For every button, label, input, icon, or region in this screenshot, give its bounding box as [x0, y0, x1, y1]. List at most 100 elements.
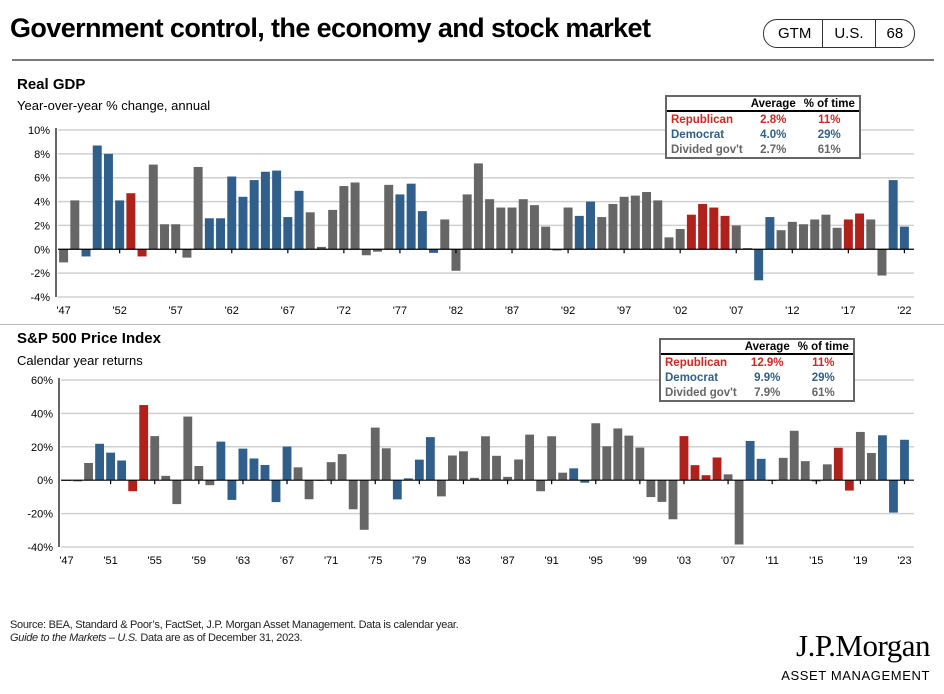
guide-title: Guide to the Markets – U.S. — [10, 632, 138, 644]
x-tick-label: '99 — [633, 555, 647, 567]
bar — [373, 249, 382, 252]
x-tick-label: '17 — [841, 305, 855, 317]
bar — [337, 454, 347, 481]
bar — [563, 207, 573, 250]
y-tick-label: 2% — [34, 220, 50, 232]
bar — [675, 229, 685, 250]
bar — [668, 480, 678, 520]
legend-row-divided: Divided gov't 7.9% 61% — [665, 387, 835, 399]
bar — [690, 465, 700, 481]
legend-row-republican: Republican 2.8% 11% — [671, 114, 841, 126]
bar — [70, 200, 80, 250]
bar — [866, 452, 876, 481]
y-tick-label: 0% — [34, 244, 50, 256]
bar — [642, 192, 652, 250]
x-tick-label: '15 — [809, 555, 823, 567]
legend-row-republican: Republican 12.9% 11% — [665, 357, 835, 369]
x-tick-label: '97 — [617, 305, 631, 317]
bar — [316, 246, 326, 250]
sp500-legend: Average% of time Republican 12.9% 11% Demo… — [659, 338, 855, 402]
bar — [194, 466, 204, 481]
badge-region: U.S. — [822, 20, 874, 47]
bar — [525, 434, 535, 481]
bar — [417, 211, 427, 250]
bar — [470, 477, 479, 481]
bar — [216, 218, 226, 250]
as-of-text: Data are as of December 31, 2023. — [137, 632, 303, 644]
y-tick-label: -2% — [30, 268, 50, 280]
x-tick-label: '67 — [280, 555, 294, 567]
bar — [624, 435, 634, 481]
bar — [507, 207, 517, 250]
bar — [205, 480, 215, 486]
legend-row-divided: Divided gov't 2.7% 61% — [671, 144, 841, 156]
bar — [182, 249, 192, 258]
source-text: Source: BEA, Standard & Poor’s, FactSet,… — [10, 619, 459, 631]
x-tick-label: '82 — [449, 305, 463, 317]
bar — [723, 474, 733, 481]
badge-gtm: GTM — [778, 25, 812, 42]
bar — [485, 199, 495, 250]
x-tick-label: '55 — [148, 555, 162, 567]
x-tick-label: '12 — [785, 305, 799, 317]
x-tick-label: '87 — [500, 555, 514, 567]
legend-row-democrat: Democrat 4.0% 29% — [671, 129, 841, 141]
bar — [635, 447, 645, 481]
bar — [756, 458, 766, 481]
bar — [529, 205, 539, 250]
bar — [171, 224, 181, 250]
bar — [139, 405, 149, 481]
bar — [451, 249, 461, 271]
page-title: Government control, the economy and stoc… — [10, 13, 651, 43]
bar — [238, 448, 248, 481]
x-tick-label: '22 — [897, 305, 911, 317]
x-tick-label: '72 — [337, 305, 351, 317]
bar — [586, 201, 595, 250]
bar — [698, 203, 708, 250]
bar — [855, 213, 865, 250]
bar — [103, 153, 113, 250]
y-tick-label: 6% — [34, 173, 50, 185]
bar — [115, 200, 125, 250]
bar — [613, 428, 623, 481]
x-tick-label: '57 — [169, 305, 183, 317]
x-tick-label: '07 — [721, 555, 735, 567]
bar — [249, 458, 259, 481]
bar — [492, 455, 501, 481]
legend-row-democrat: Democrat 9.9% 29% — [665, 372, 835, 384]
bar — [843, 219, 853, 250]
bar — [436, 480, 446, 497]
bar — [799, 224, 808, 250]
bar — [148, 164, 158, 250]
bar — [193, 166, 203, 250]
bar — [204, 218, 214, 250]
y-tick-label: 60% — [31, 375, 53, 387]
bar — [810, 219, 820, 250]
bar — [59, 249, 69, 263]
sp500-chart: -40% -20% 0% 20% 40% 60% '47 '51 '55 '59 '63 '67 '71… — [27, 375, 914, 567]
bar — [712, 457, 722, 481]
bar — [503, 476, 512, 481]
bar — [709, 207, 719, 250]
legend-header-average: Average — [740, 340, 794, 355]
y-tick-label: 20% — [31, 442, 53, 454]
bar — [95, 443, 105, 481]
x-tick-label: '87 — [505, 305, 519, 317]
x-tick-label: '63 — [236, 555, 250, 567]
gtm-badge: GTM U.S. 68 — [763, 19, 916, 48]
bar — [462, 194, 472, 250]
bar — [350, 182, 360, 250]
bar — [602, 446, 612, 481]
bar — [888, 180, 898, 250]
section-divider — [0, 324, 944, 325]
bar — [359, 480, 369, 530]
bar — [328, 209, 338, 250]
bar — [745, 440, 755, 481]
bar — [832, 227, 842, 250]
bar — [496, 207, 506, 250]
bar — [877, 249, 887, 276]
bar — [833, 447, 843, 481]
bar — [128, 480, 138, 492]
bar — [448, 455, 457, 481]
bar — [518, 199, 528, 250]
